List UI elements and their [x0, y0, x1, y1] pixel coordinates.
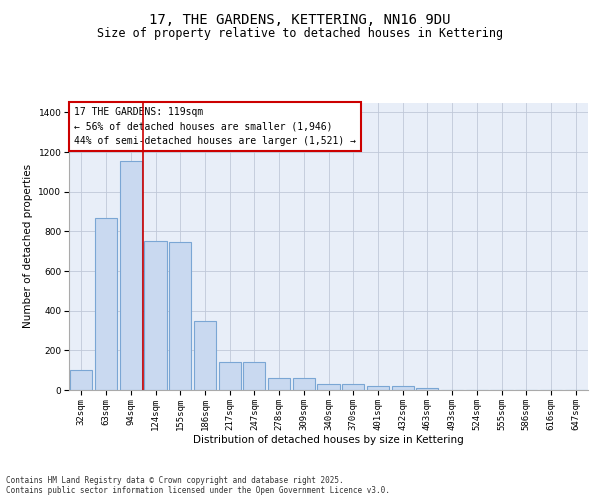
- Text: Size of property relative to detached houses in Kettering: Size of property relative to detached ho…: [97, 28, 503, 40]
- Bar: [317, 384, 340, 390]
- Bar: [70, 370, 92, 390]
- Bar: [218, 362, 241, 390]
- Bar: [293, 378, 315, 390]
- Bar: [268, 378, 290, 390]
- Bar: [243, 362, 265, 390]
- Bar: [169, 242, 191, 390]
- Bar: [145, 242, 167, 390]
- Bar: [119, 161, 142, 390]
- Text: Contains HM Land Registry data © Crown copyright and database right 2025.
Contai: Contains HM Land Registry data © Crown c…: [6, 476, 390, 495]
- Y-axis label: Number of detached properties: Number of detached properties: [23, 164, 33, 328]
- Bar: [342, 384, 364, 390]
- Bar: [194, 320, 216, 390]
- Bar: [416, 388, 439, 390]
- Text: 17, THE GARDENS, KETTERING, NN16 9DU: 17, THE GARDENS, KETTERING, NN16 9DU: [149, 12, 451, 26]
- Bar: [367, 386, 389, 390]
- Bar: [95, 218, 117, 390]
- Bar: [392, 386, 414, 390]
- X-axis label: Distribution of detached houses by size in Kettering: Distribution of detached houses by size …: [193, 436, 464, 446]
- Text: 17 THE GARDENS: 119sqm
← 56% of detached houses are smaller (1,946)
44% of semi-: 17 THE GARDENS: 119sqm ← 56% of detached…: [74, 107, 356, 146]
